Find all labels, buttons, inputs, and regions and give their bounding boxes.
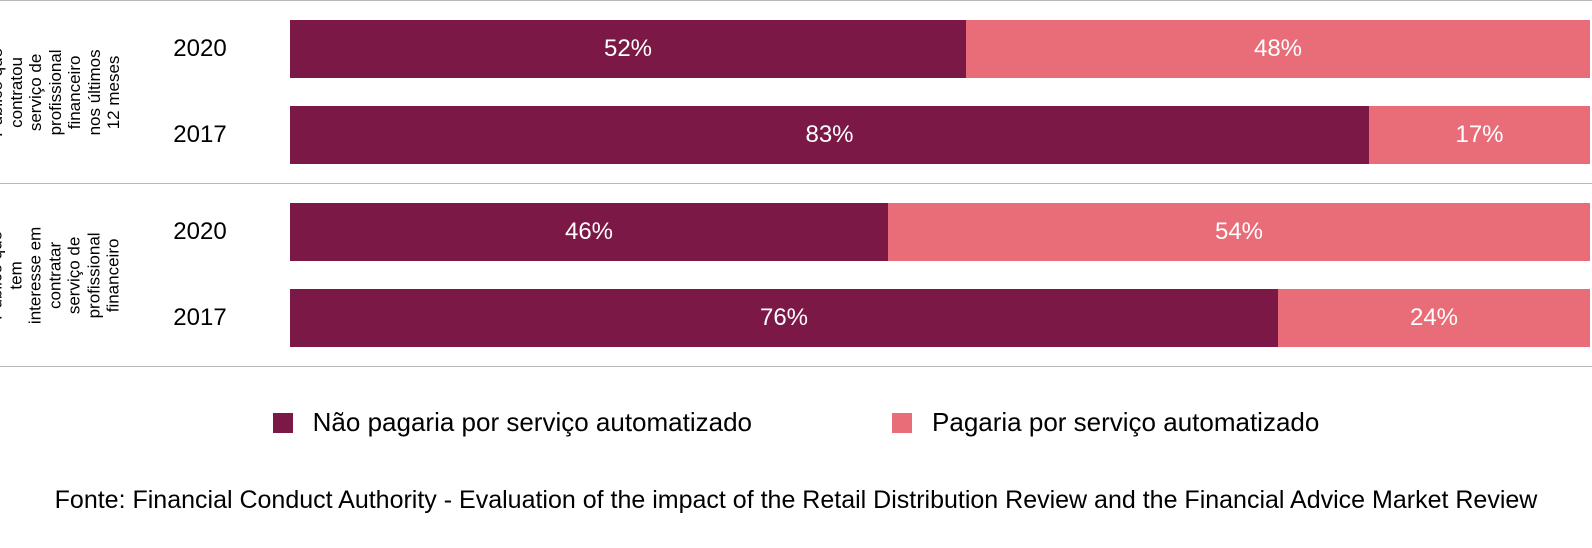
legend-swatch — [273, 413, 293, 433]
legend-item-pagaria: Pagaria por serviço automatizado — [892, 407, 1319, 438]
chart-bottom-rule — [0, 366, 1592, 367]
group-label: Público que tem interesse em contratar s… — [0, 226, 123, 323]
legend: Não pagaria por serviço automatizado Pag… — [0, 407, 1592, 438]
legend-label: Não pagaria por serviço automatizado — [313, 407, 752, 438]
stacked-bar: 46% 54% — [290, 203, 1590, 261]
source-citation: Fonte: Financial Conduct Authority - Eva… — [0, 486, 1592, 515]
bar-segment-nao-pagaria: 52% — [290, 20, 966, 78]
stacked-bar: 76% 24% — [290, 289, 1590, 347]
chart-group: Público que tem interesse em contratar s… — [0, 183, 1592, 366]
bar-segment-nao-pagaria: 46% — [290, 203, 888, 261]
bar-segment-pagaria: 54% — [888, 203, 1590, 261]
year-label: 2020 — [173, 218, 226, 246]
bar-segment-pagaria: 24% — [1278, 289, 1590, 347]
bar-segment-pagaria: 48% — [966, 20, 1590, 78]
bars-column: 52% 48% 83% 17% — [290, 0, 1592, 183]
bar-segment-nao-pagaria: 83% — [290, 106, 1369, 164]
year-label: 2017 — [173, 121, 226, 149]
group-label: Público que contratou serviço de profiss… — [0, 48, 123, 137]
year-column: 2020 2017 — [110, 0, 290, 183]
group-label-cell: Público que tem interesse em contratar s… — [0, 183, 110, 366]
chart-group: Público que contratou serviço de profiss… — [0, 0, 1592, 183]
year-label: 2020 — [173, 35, 226, 63]
year-column: 2020 2017 — [110, 183, 290, 366]
bars-column: 46% 54% 76% 24% — [290, 183, 1592, 366]
stacked-bar: 83% 17% — [290, 106, 1590, 164]
bar-segment-nao-pagaria: 76% — [290, 289, 1278, 347]
legend-label: Pagaria por serviço automatizado — [932, 407, 1319, 438]
legend-swatch — [892, 413, 912, 433]
group-label-cell: Público que contratou serviço de profiss… — [0, 0, 110, 183]
stacked-bar-chart: Público que contratou serviço de profiss… — [0, 0, 1592, 515]
legend-item-nao-pagaria: Não pagaria por serviço automatizado — [273, 407, 752, 438]
bar-segment-pagaria: 17% — [1369, 106, 1590, 164]
year-label: 2017 — [173, 304, 226, 332]
stacked-bar: 52% 48% — [290, 20, 1590, 78]
